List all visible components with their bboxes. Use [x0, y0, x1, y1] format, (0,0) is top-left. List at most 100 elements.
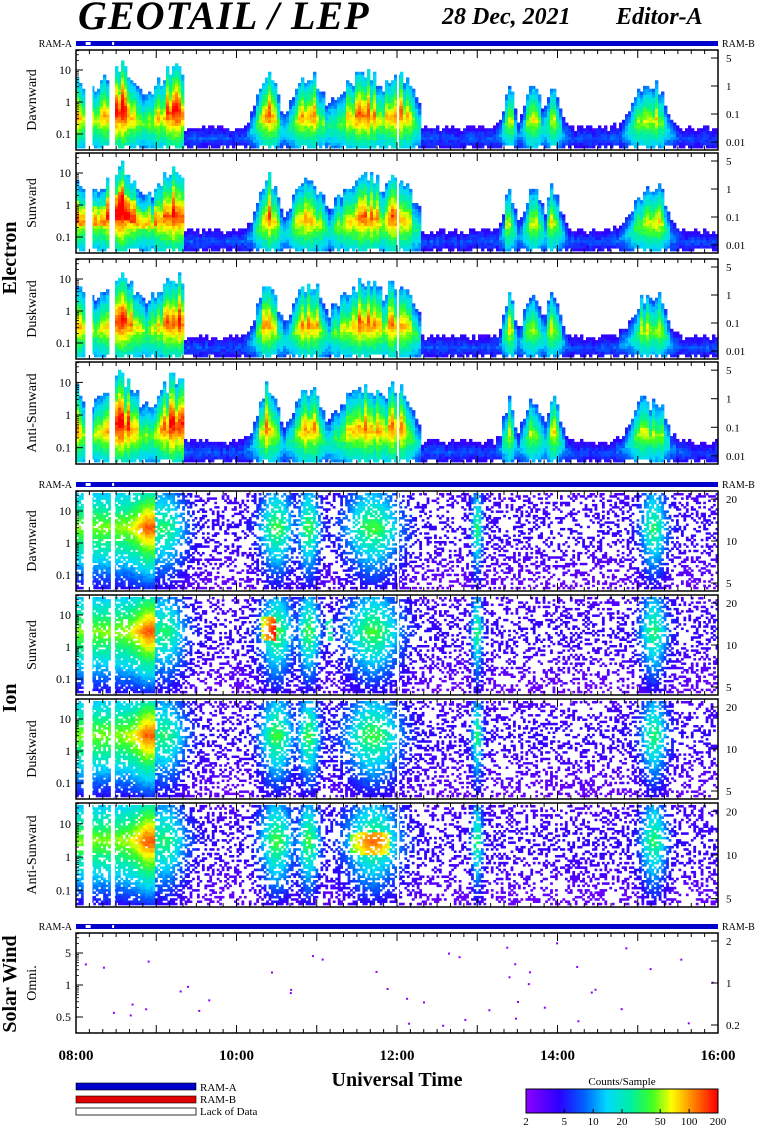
left-tick-label: 10: [59, 712, 71, 726]
colorbar-tick-label: 100: [681, 1116, 698, 1128]
solar-wind-ram-bar: RAM-A RAM-B: [39, 922, 755, 933]
right-tick-label: 20: [726, 598, 738, 610]
right-tick-label: 5: [726, 262, 732, 274]
legend-ram-b: RAM-B: [200, 1094, 236, 1106]
panel-label: Duskward: [25, 280, 40, 338]
right-tick-label: 5: [726, 578, 732, 590]
right-tick-label: 0.01: [726, 346, 745, 358]
colorbar-tick-label: 5: [561, 1116, 567, 1128]
colorbar-tick-label: 200: [710, 1116, 727, 1128]
left-tick-label: 1: [65, 198, 71, 212]
electron-spectrogram: [76, 155, 719, 252]
sw-omni-panel: 5 1 0.5 2 1 0.2 Omni.: [25, 932, 740, 1034]
ram-b-label: RAM-B: [722, 480, 755, 491]
legend-lack-of-data: Lack of Data: [200, 1106, 258, 1118]
ion-spectrogram: [76, 701, 719, 798]
right-tick-label: 5: [726, 894, 732, 906]
e-dusk-panel: 10 1 0.1 5 1 0.1 0.01 Duskward: [25, 258, 745, 360]
ram-a-label: RAM-A: [39, 922, 73, 933]
left-tick-label: 0.1: [56, 776, 71, 790]
panel-label: Anti-Sunward: [25, 815, 40, 894]
right-tick-label: 10: [726, 640, 738, 652]
left-tick-label: 1: [65, 640, 71, 654]
right-tick-label: 0.1: [726, 212, 740, 224]
left-tick-label: 10: [59, 272, 71, 286]
left-tick-label: 1: [65, 744, 71, 758]
panel-label: Anti-Sunward: [25, 373, 40, 452]
i-dusk-panel: 10 1 0.1 20 10 5 Duskward: [25, 698, 738, 800]
colorbar-tick-label: 2: [523, 1116, 529, 1128]
right-tick-label: 0.01: [726, 240, 745, 252]
left-tick-label: 0.1: [56, 127, 71, 141]
left-tick-label: 0.1: [56, 568, 71, 582]
right-tick-label: 20: [726, 806, 738, 818]
i-anti-panel: 10 1 0.1 20 10 5 Anti-Sunward: [25, 802, 738, 908]
ion-ram-bar: RAM-A RAM-B: [39, 480, 755, 491]
x-tick-label: 08:00: [59, 1048, 94, 1064]
left-tick-label: 10: [59, 63, 71, 77]
page-title: GEOTAIL / LEP: [78, 0, 370, 39]
ram-a-label: RAM-A: [39, 480, 73, 491]
right-tick-label: 5: [726, 786, 732, 798]
electron-spectrogram: [76, 364, 719, 463]
left-tick-label: 0.1: [56, 883, 71, 897]
ram-a-label: RAM-A: [39, 39, 73, 50]
right-tick-label: 10: [726, 850, 738, 862]
right-tick-label: 0.1: [726, 109, 740, 121]
x-tick-label: 14:00: [540, 1048, 575, 1064]
ion-spectrogram: [76, 805, 719, 906]
right-tick-label: 0.2: [726, 1020, 740, 1032]
x-tick-label: 16:00: [701, 1048, 736, 1064]
electron-group-label: Electron: [0, 222, 21, 295]
left-tick-label: 1: [65, 850, 71, 864]
right-tick-label: 1: [726, 394, 732, 406]
colorbar: Counts/Sample 2 5 10 20 50 100 200: [523, 1076, 727, 1128]
left-tick-label: 1: [65, 536, 71, 550]
e-anti-panel: 10 1 0.1 5 1 0.1 0.01 Anti-Sunward: [25, 361, 745, 465]
electron-spectrogram: [76, 52, 719, 149]
left-tick-label: 10: [59, 166, 71, 180]
solar-wind-scatter: [84, 942, 714, 1027]
right-tick-label: 1: [726, 978, 732, 990]
panel-label: Sunward: [25, 178, 40, 228]
e-dawn-panel: 10 1 0.1 5 1 0.1 0.01 Dawnward: [25, 49, 745, 151]
left-tick-label: 0.1: [56, 441, 71, 455]
right-tick-label: 0.1: [726, 318, 740, 330]
left-tick-label: 10: [59, 817, 71, 831]
colorbar-tick-label: 10: [588, 1116, 600, 1128]
right-tick-label: 10: [726, 744, 738, 756]
left-tick-label: 10: [59, 608, 71, 622]
colorbar-title: Counts/Sample: [588, 1076, 655, 1088]
right-tick-label: 1: [726, 81, 732, 93]
ram-b-label: RAM-B: [722, 922, 755, 933]
left-tick-label: 0.5: [56, 1010, 71, 1024]
left-tick-label: 1: [65, 978, 71, 992]
left-tick-label: 0.1: [56, 230, 71, 244]
electron-spectrogram: [76, 261, 719, 358]
left-tick-label: 10: [59, 504, 71, 518]
ion-group-label: Ion: [0, 684, 21, 713]
right-tick-label: 0.01: [726, 451, 745, 463]
right-tick-label: 2: [726, 936, 732, 948]
colorbar-tick-label: 50: [655, 1116, 667, 1128]
solar-wind-group-label: Solar Wind: [0, 935, 21, 1032]
right-tick-label: 5: [726, 365, 732, 377]
left-tick-label: 0.1: [56, 672, 71, 686]
left-tick-label: 1: [65, 95, 71, 109]
legend-ram-a: RAM-A: [200, 1082, 237, 1094]
panel-label: Duskward: [25, 720, 40, 778]
ram-b-label: RAM-B: [722, 39, 755, 50]
e-sun-panel: 10 1 0.1 5 1 0.1 0.01 Sunward: [25, 152, 745, 254]
electron-ram-bar: RAM-A RAM-B: [39, 39, 755, 50]
panel-label: Dawnward: [25, 69, 40, 130]
right-tick-label: 5: [726, 53, 732, 65]
left-tick-label: 1: [65, 408, 71, 422]
plot-date: 28 Dec, 2021: [442, 4, 571, 31]
right-tick-label: 0.01: [726, 137, 745, 149]
right-tick-label: 5: [726, 682, 732, 694]
panel-label: Dawnward: [25, 510, 40, 571]
x-axis-label: Universal Time: [332, 1069, 463, 1091]
left-tick-label: 1: [65, 304, 71, 318]
